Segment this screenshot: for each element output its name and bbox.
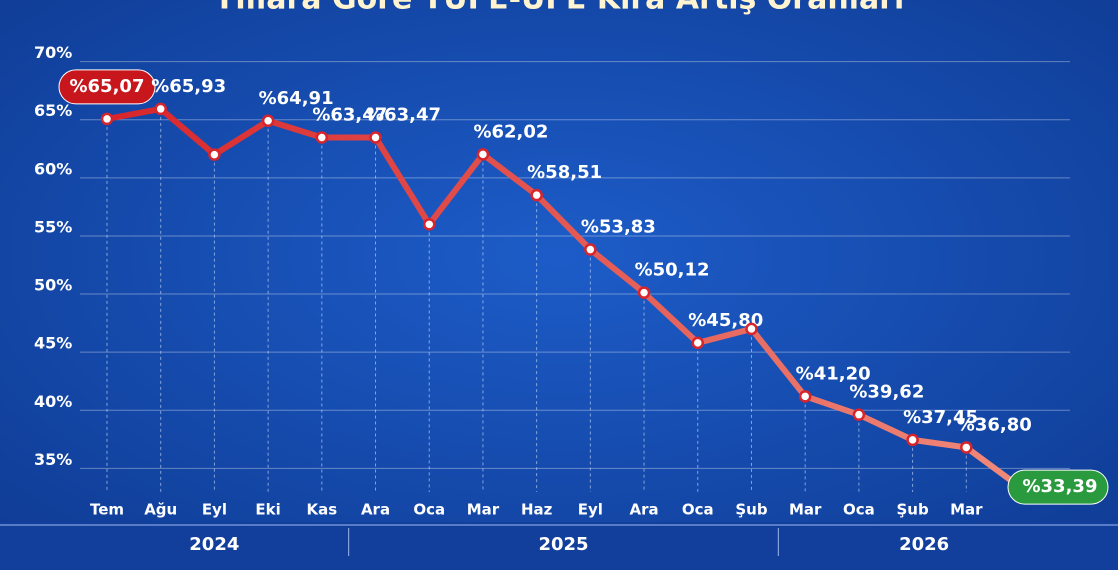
x-tick-label: Ağu bbox=[144, 501, 177, 519]
x-tick-label: Ara bbox=[361, 501, 390, 519]
value-label: %58,51 bbox=[527, 162, 602, 183]
point bbox=[154, 102, 167, 116]
value-label: %37,45 bbox=[903, 407, 978, 428]
value-label: %63,47 bbox=[366, 105, 441, 126]
value-label: %39,62 bbox=[849, 382, 924, 403]
point bbox=[691, 336, 705, 350]
point bbox=[422, 218, 436, 231]
point bbox=[852, 408, 866, 421]
value-label: %62,02 bbox=[473, 121, 548, 142]
x-tick-label: Mar bbox=[789, 501, 822, 519]
y-tick-label: 60% bbox=[34, 159, 72, 178]
year-band bbox=[0, 522, 1118, 570]
y-tick-label: 65% bbox=[34, 101, 72, 120]
x-tick-label: Oca bbox=[682, 501, 714, 519]
x-tick-label: Şub bbox=[735, 501, 767, 519]
point bbox=[476, 148, 490, 161]
x-tick-label: Oca bbox=[843, 501, 875, 519]
point bbox=[530, 188, 543, 202]
value-label: %45,80 bbox=[688, 310, 763, 331]
point bbox=[261, 114, 275, 128]
x-tick-label: Tem bbox=[90, 501, 124, 519]
x-tick-label: Mar bbox=[467, 501, 500, 519]
y-tick-label: 45% bbox=[34, 334, 72, 353]
value-label: %53,83 bbox=[581, 217, 656, 238]
line bbox=[106, 105, 1022, 490]
x-tick-label: Eyl bbox=[202, 501, 227, 519]
point bbox=[798, 390, 812, 403]
point bbox=[315, 131, 329, 144]
value-label: %33,39 bbox=[1023, 476, 1098, 497]
value-label: %64,91 bbox=[259, 88, 334, 109]
value-label: %36,80 bbox=[957, 414, 1032, 435]
x-tick-label: Mar bbox=[950, 501, 983, 519]
point bbox=[906, 433, 919, 447]
x-tick-label: Ara bbox=[629, 501, 658, 519]
point bbox=[208, 148, 221, 161]
label-pill bbox=[1007, 469, 1109, 505]
x-tick-label: Kas bbox=[306, 501, 337, 519]
y-tick-label: 50% bbox=[34, 276, 72, 295]
point bbox=[369, 131, 382, 144]
y-tick-label: 40% bbox=[34, 392, 72, 411]
x-tick-label: Şub bbox=[896, 501, 928, 519]
point bbox=[584, 243, 597, 256]
value-label: %41,20 bbox=[796, 363, 871, 384]
label-pill bbox=[58, 69, 156, 105]
year-label: 2024 bbox=[189, 534, 239, 555]
point bbox=[637, 286, 651, 299]
y-tick-label: 55% bbox=[34, 217, 72, 236]
value-label: %63,47 bbox=[312, 105, 387, 126]
value-label: %50,12 bbox=[635, 260, 710, 281]
chart-title: Yıllara Göre TÜFE-ÜFE Kira Artış Oranlar… bbox=[213, 0, 905, 17]
point bbox=[745, 322, 758, 336]
point bbox=[960, 441, 973, 454]
y-tick-label: 70% bbox=[34, 43, 72, 62]
value-label: %65,07 bbox=[70, 76, 145, 97]
x-tick-label: Oca bbox=[413, 501, 445, 519]
value-label: %65,93 bbox=[151, 76, 226, 97]
x-tick-label: Eki bbox=[255, 501, 280, 519]
x-tick-label: Haz bbox=[521, 501, 553, 519]
year-label: 2026 bbox=[899, 534, 949, 555]
x-tick-label: Eyl bbox=[578, 501, 603, 519]
point bbox=[100, 112, 114, 126]
y-tick-label: 35% bbox=[34, 450, 72, 469]
year-label: 2025 bbox=[538, 534, 588, 555]
